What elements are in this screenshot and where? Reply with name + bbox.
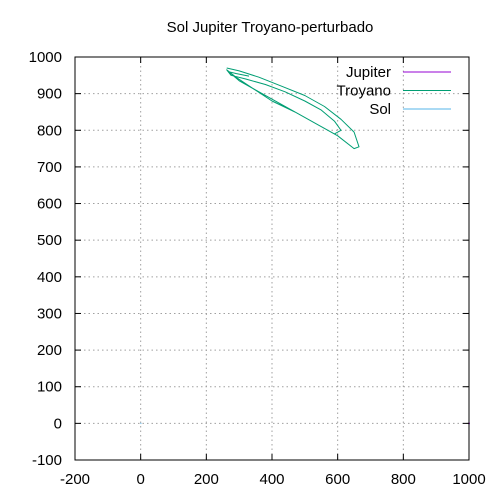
x-tick-label: 1000 xyxy=(452,471,485,488)
series-line-troyano xyxy=(226,67,360,150)
x-tick-label: 0 xyxy=(136,471,144,488)
y-axis: -100 0 100 200 300 400 500 600 700 800 900 1000 xyxy=(29,49,469,469)
y-tick-label: 0 xyxy=(54,415,62,432)
x-tick-label: -200 xyxy=(60,471,90,488)
y-tick-label: 300 xyxy=(37,305,62,322)
x-tick-label: 200 xyxy=(194,471,219,488)
y-tick-label: 700 xyxy=(37,159,62,176)
y-tick-label: 1000 xyxy=(29,49,62,66)
legend-label-sol: Sol xyxy=(369,101,391,118)
y-tick-label: 900 xyxy=(37,86,62,103)
x-tick-label: 800 xyxy=(391,471,416,488)
series-layer xyxy=(140,67,470,425)
y-tick-label: 100 xyxy=(37,379,62,396)
x-tick-label: 600 xyxy=(325,471,350,488)
y-tick-label: 200 xyxy=(37,342,62,359)
y-tick-label: -100 xyxy=(32,452,62,469)
x-tick-label: 400 xyxy=(259,471,284,488)
y-tick-label: 500 xyxy=(37,232,62,249)
grid xyxy=(75,57,469,460)
y-tick-label: 400 xyxy=(37,269,62,286)
legend-label-jupiter: Jupiter xyxy=(346,64,391,81)
x-axis: -200 0 200 400 600 800 1000 xyxy=(60,57,486,488)
y-tick-label: 600 xyxy=(37,196,62,213)
y-tick-label: 800 xyxy=(37,122,62,139)
legend-label-troyano: Troyano xyxy=(337,83,391,100)
chart-title: Sol Jupiter Troyano-perturbado xyxy=(167,19,374,36)
